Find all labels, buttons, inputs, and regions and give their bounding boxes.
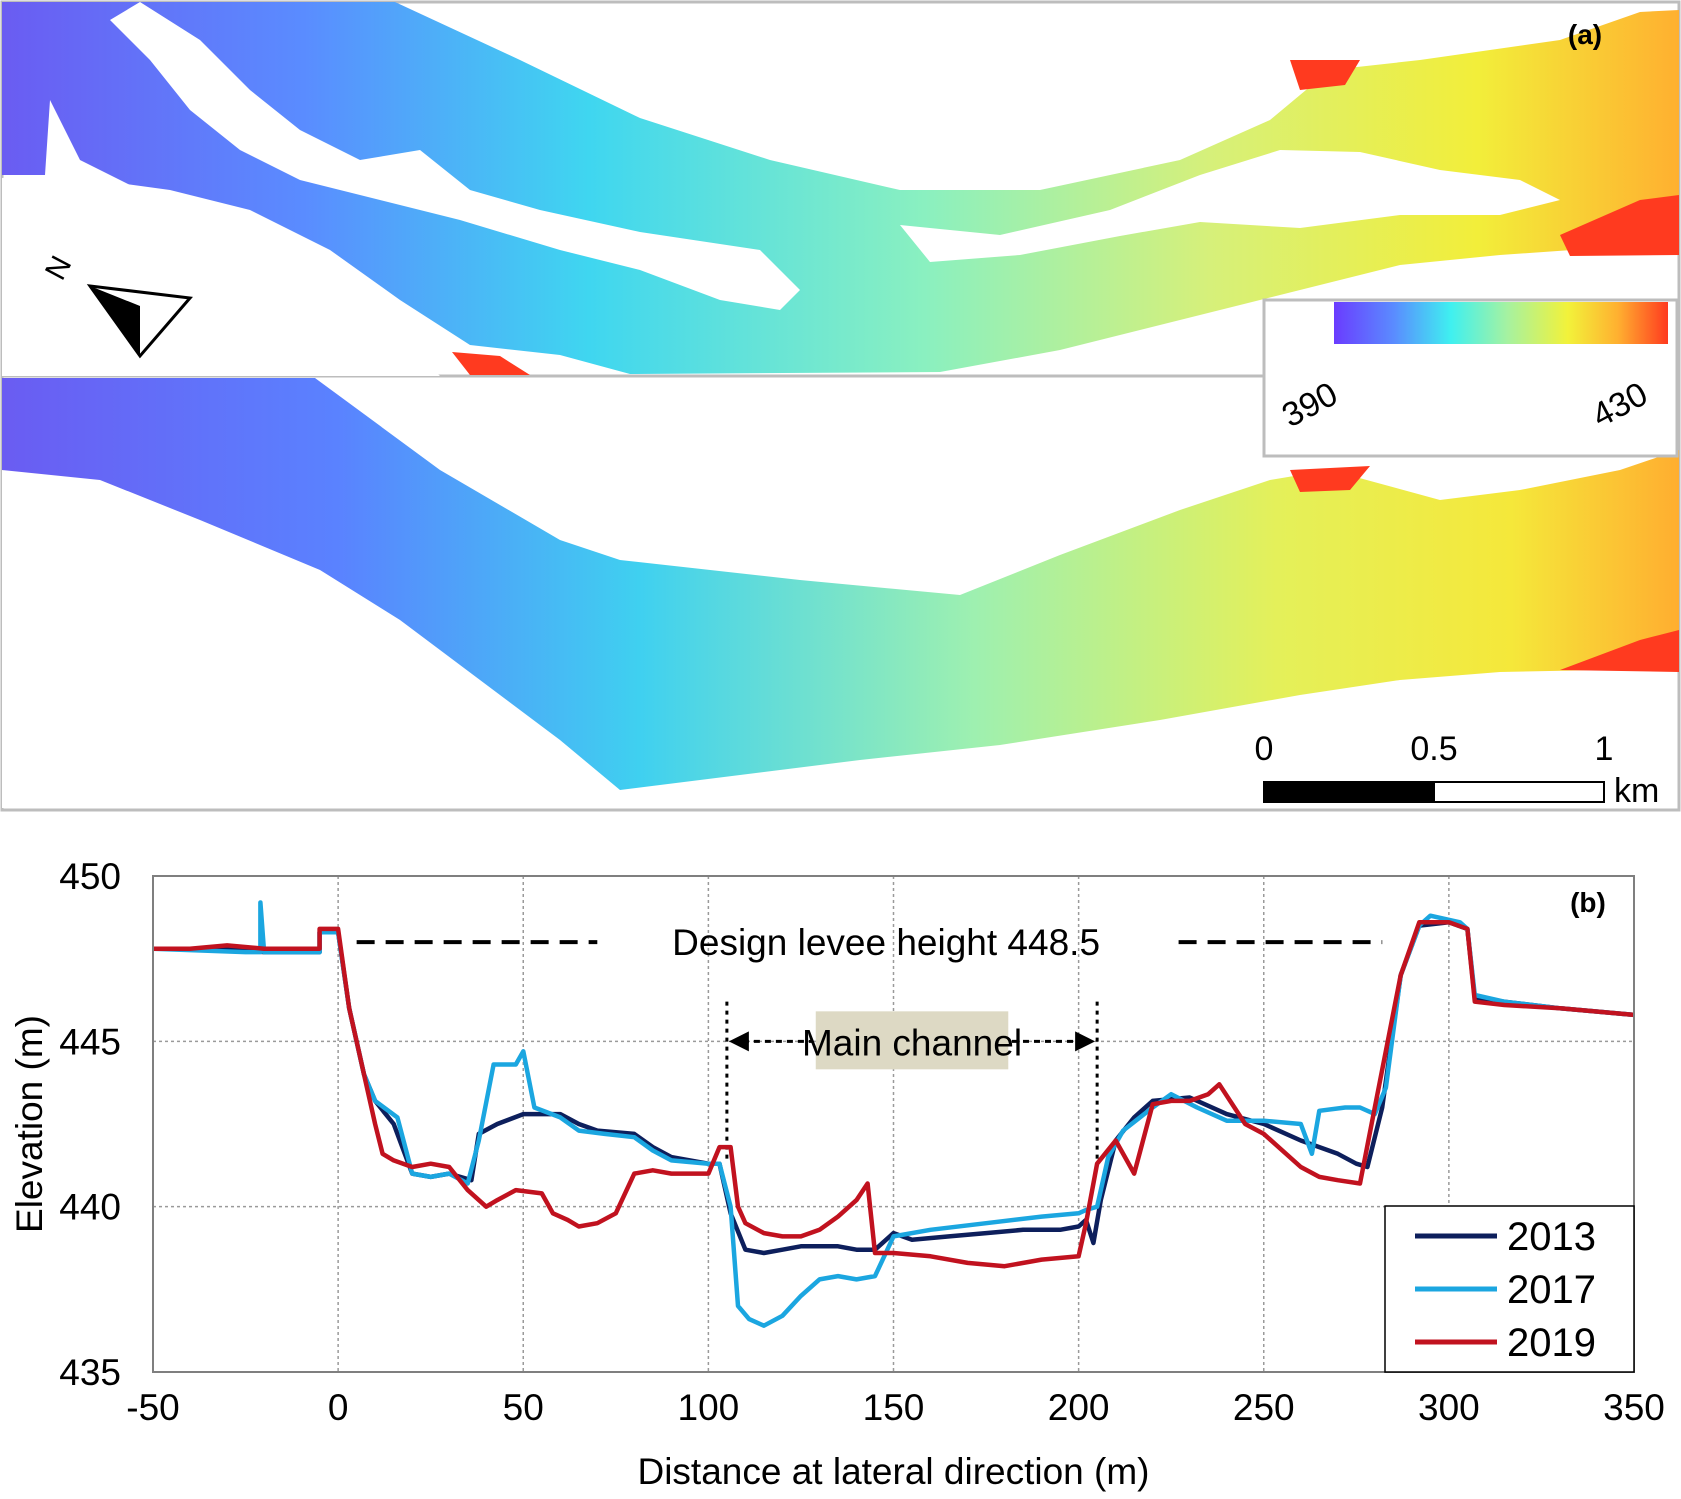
channel-void-1 <box>110 2 800 310</box>
channel-arrowhead-left <box>728 1031 749 1052</box>
tick-layer: -50 0 50 100 150 200 250 300 350 435 440 445 450 <box>59 856 1665 1428</box>
levee-label: Design levee height 448.5 <box>672 922 1100 963</box>
legend-label-2019: 2019 <box>1507 1321 1596 1365</box>
series-line-2017 <box>152 900 1635 1328</box>
colorbar-legend: 390 430 <box>1262 298 1679 458</box>
panel-b-label: (b) <box>1570 887 1606 918</box>
scale-tick-0: 0 <box>1255 730 1274 768</box>
annotation-layer: Design levee height 448.5 Main channel <box>356 922 1383 1161</box>
scale-bar: 0 0.5 1 km <box>1255 730 1660 810</box>
river-reach-bottom <box>2 378 1679 790</box>
x-tick-label: 50 <box>503 1387 544 1428</box>
cross-section-chart: Design levee height 448.5 Main channel -… <box>9 856 1665 1492</box>
hot-spot-bottom-1 <box>1290 466 1370 492</box>
x-tick-label: 0 <box>328 1387 349 1428</box>
y-tick-label: 435 <box>59 1352 121 1393</box>
river-reach-top <box>2 2 1679 374</box>
series-line-2019 <box>153 920 1635 1269</box>
y-tick-label: 440 <box>59 1187 121 1228</box>
scale-tick-0-5: 0.5 <box>1410 730 1457 768</box>
x-tick-label: 150 <box>863 1387 925 1428</box>
channel-label-box <box>815 1011 1009 1070</box>
y-tick-label: 445 <box>59 1021 121 1062</box>
hot-spot-bottom-2 <box>1560 630 1679 672</box>
channel-label: Main channel <box>802 1022 1022 1063</box>
plot-frame <box>152 875 1635 1373</box>
elevation-map-panel: (a) N 390 430 0 0.5 1 km <box>0 0 1681 812</box>
x-tick-label: 350 <box>1603 1387 1665 1428</box>
channel-arrowhead-right <box>1075 1031 1096 1052</box>
y-axis-title: Elevation (m) <box>9 1015 50 1233</box>
x-tick-label: 250 <box>1233 1387 1295 1428</box>
scale-tick-1: 1 <box>1595 730 1614 768</box>
channel-void-2 <box>900 150 1560 262</box>
x-tick-label: 100 <box>678 1387 740 1428</box>
x-axis-title: Distance at lateral direction (m) <box>637 1451 1149 1492</box>
legend-label-2013: 2013 <box>1507 1215 1596 1259</box>
y-tick-label: 450 <box>59 856 121 897</box>
legend: 2013 2017 2019 <box>1384 1205 1635 1373</box>
x-tick-label: -50 <box>126 1387 179 1428</box>
hot-spot-top-1 <box>1290 60 1360 90</box>
hot-spot-top-2 <box>1560 195 1679 256</box>
scale-unit: km <box>1614 772 1659 810</box>
series-line-2013 <box>153 920 1635 1256</box>
panel-a-label: (a) <box>1568 19 1602 50</box>
series-layer <box>152 900 1635 1328</box>
colorbar-gradient <box>1334 302 1668 344</box>
legend-label-2017: 2017 <box>1507 1268 1596 1312</box>
x-tick-label: 300 <box>1418 1387 1480 1428</box>
hot-spot-top-3 <box>452 352 530 375</box>
left-bank-void-bottom <box>2 470 580 808</box>
x-tick-label: 200 <box>1048 1387 1110 1428</box>
